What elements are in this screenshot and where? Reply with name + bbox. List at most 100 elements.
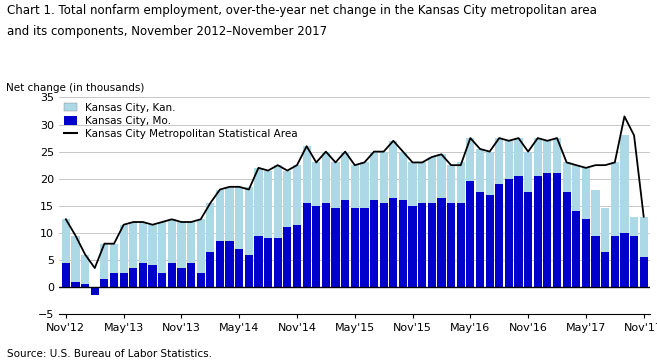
Bar (129, 268, 137, 287)
Bar (139, 222, 147, 263)
Bar (562, 162, 571, 192)
Bar (591, 236, 600, 287)
Bar (168, 263, 176, 287)
Bar (187, 222, 195, 263)
Bar (360, 209, 369, 287)
Bar (351, 165, 359, 209)
Bar (254, 168, 263, 236)
Bar (630, 236, 638, 287)
Bar (630, 217, 638, 236)
Bar (168, 219, 176, 263)
Bar (543, 141, 551, 173)
Bar (158, 274, 166, 287)
Legend: Kansas City, Kan., Kansas City, Mo., Kansas City Metropolitan Statistical Area: Kansas City, Kan., Kansas City, Mo., Kan… (64, 103, 298, 139)
Bar (466, 182, 474, 287)
Bar (322, 152, 330, 203)
Bar (505, 179, 513, 287)
Kansas City Metropolitan Statistical Area (206, 201, 214, 205)
Bar (322, 203, 330, 287)
Bar (274, 165, 282, 238)
Text: Net change (in thousands): Net change (in thousands) (6, 83, 145, 93)
Text: Source: U.S. Bureau of Labor Statistics.: Source: U.S. Bureau of Labor Statistics. (7, 349, 212, 359)
Bar (399, 152, 407, 200)
Bar (524, 152, 532, 192)
Bar (351, 209, 359, 287)
Bar (72, 282, 79, 287)
Bar (245, 187, 253, 255)
Bar (283, 227, 292, 287)
Kansas City Metropolitan Statistical Area (620, 114, 628, 119)
Bar (476, 192, 484, 287)
Bar (91, 287, 99, 295)
Bar (476, 149, 484, 192)
Bar (245, 255, 253, 287)
Bar (101, 279, 108, 287)
Bar (274, 238, 282, 287)
Bar (225, 241, 234, 287)
Bar (572, 165, 580, 211)
Bar (196, 274, 205, 287)
Bar (101, 244, 108, 279)
Bar (370, 200, 378, 287)
Bar (514, 138, 522, 176)
Bar (293, 225, 301, 287)
Bar (601, 209, 609, 252)
Bar (331, 209, 340, 287)
Bar (389, 198, 397, 287)
Bar (611, 236, 619, 287)
Bar (206, 203, 214, 252)
Bar (264, 171, 272, 238)
Bar (640, 257, 648, 287)
Bar (495, 184, 503, 287)
Bar (380, 203, 388, 287)
Kansas City Metropolitan Statistical Area (380, 149, 388, 154)
Bar (110, 274, 118, 287)
Bar (438, 155, 445, 198)
Bar (495, 138, 503, 184)
Bar (235, 187, 243, 249)
Bar (620, 135, 629, 233)
Bar (302, 146, 311, 203)
Bar (72, 236, 79, 282)
Bar (514, 176, 522, 287)
Bar (447, 203, 455, 287)
Kansas City Metropolitan Statistical Area (572, 163, 580, 168)
Bar (120, 274, 127, 287)
Bar (582, 219, 590, 287)
Bar (110, 244, 118, 274)
Bar (225, 187, 234, 241)
Bar (216, 190, 224, 241)
Bar (418, 162, 426, 203)
Bar (370, 152, 378, 200)
Bar (283, 171, 292, 227)
Bar (533, 176, 542, 287)
Bar (62, 219, 70, 263)
Bar (293, 165, 301, 225)
Bar (543, 173, 551, 287)
Bar (553, 173, 561, 287)
Bar (457, 203, 464, 287)
Bar (428, 203, 436, 287)
Bar (409, 206, 417, 287)
Bar (601, 252, 609, 287)
Bar (418, 203, 426, 287)
Bar (235, 249, 243, 287)
Kansas City Metropolitan Statistical Area (274, 163, 282, 168)
Kansas City Metropolitan Statistical Area (91, 266, 99, 270)
Bar (264, 238, 272, 287)
Bar (389, 141, 397, 198)
Bar (438, 198, 445, 287)
Bar (129, 222, 137, 268)
Bar (120, 225, 127, 274)
Bar (505, 141, 513, 179)
Bar (640, 217, 648, 257)
Bar (81, 255, 89, 284)
Bar (409, 162, 417, 206)
Bar (572, 211, 580, 287)
Bar (206, 252, 214, 287)
Bar (380, 152, 388, 203)
Bar (486, 195, 493, 287)
Bar (360, 162, 369, 209)
Bar (312, 162, 321, 206)
Bar (196, 219, 205, 274)
